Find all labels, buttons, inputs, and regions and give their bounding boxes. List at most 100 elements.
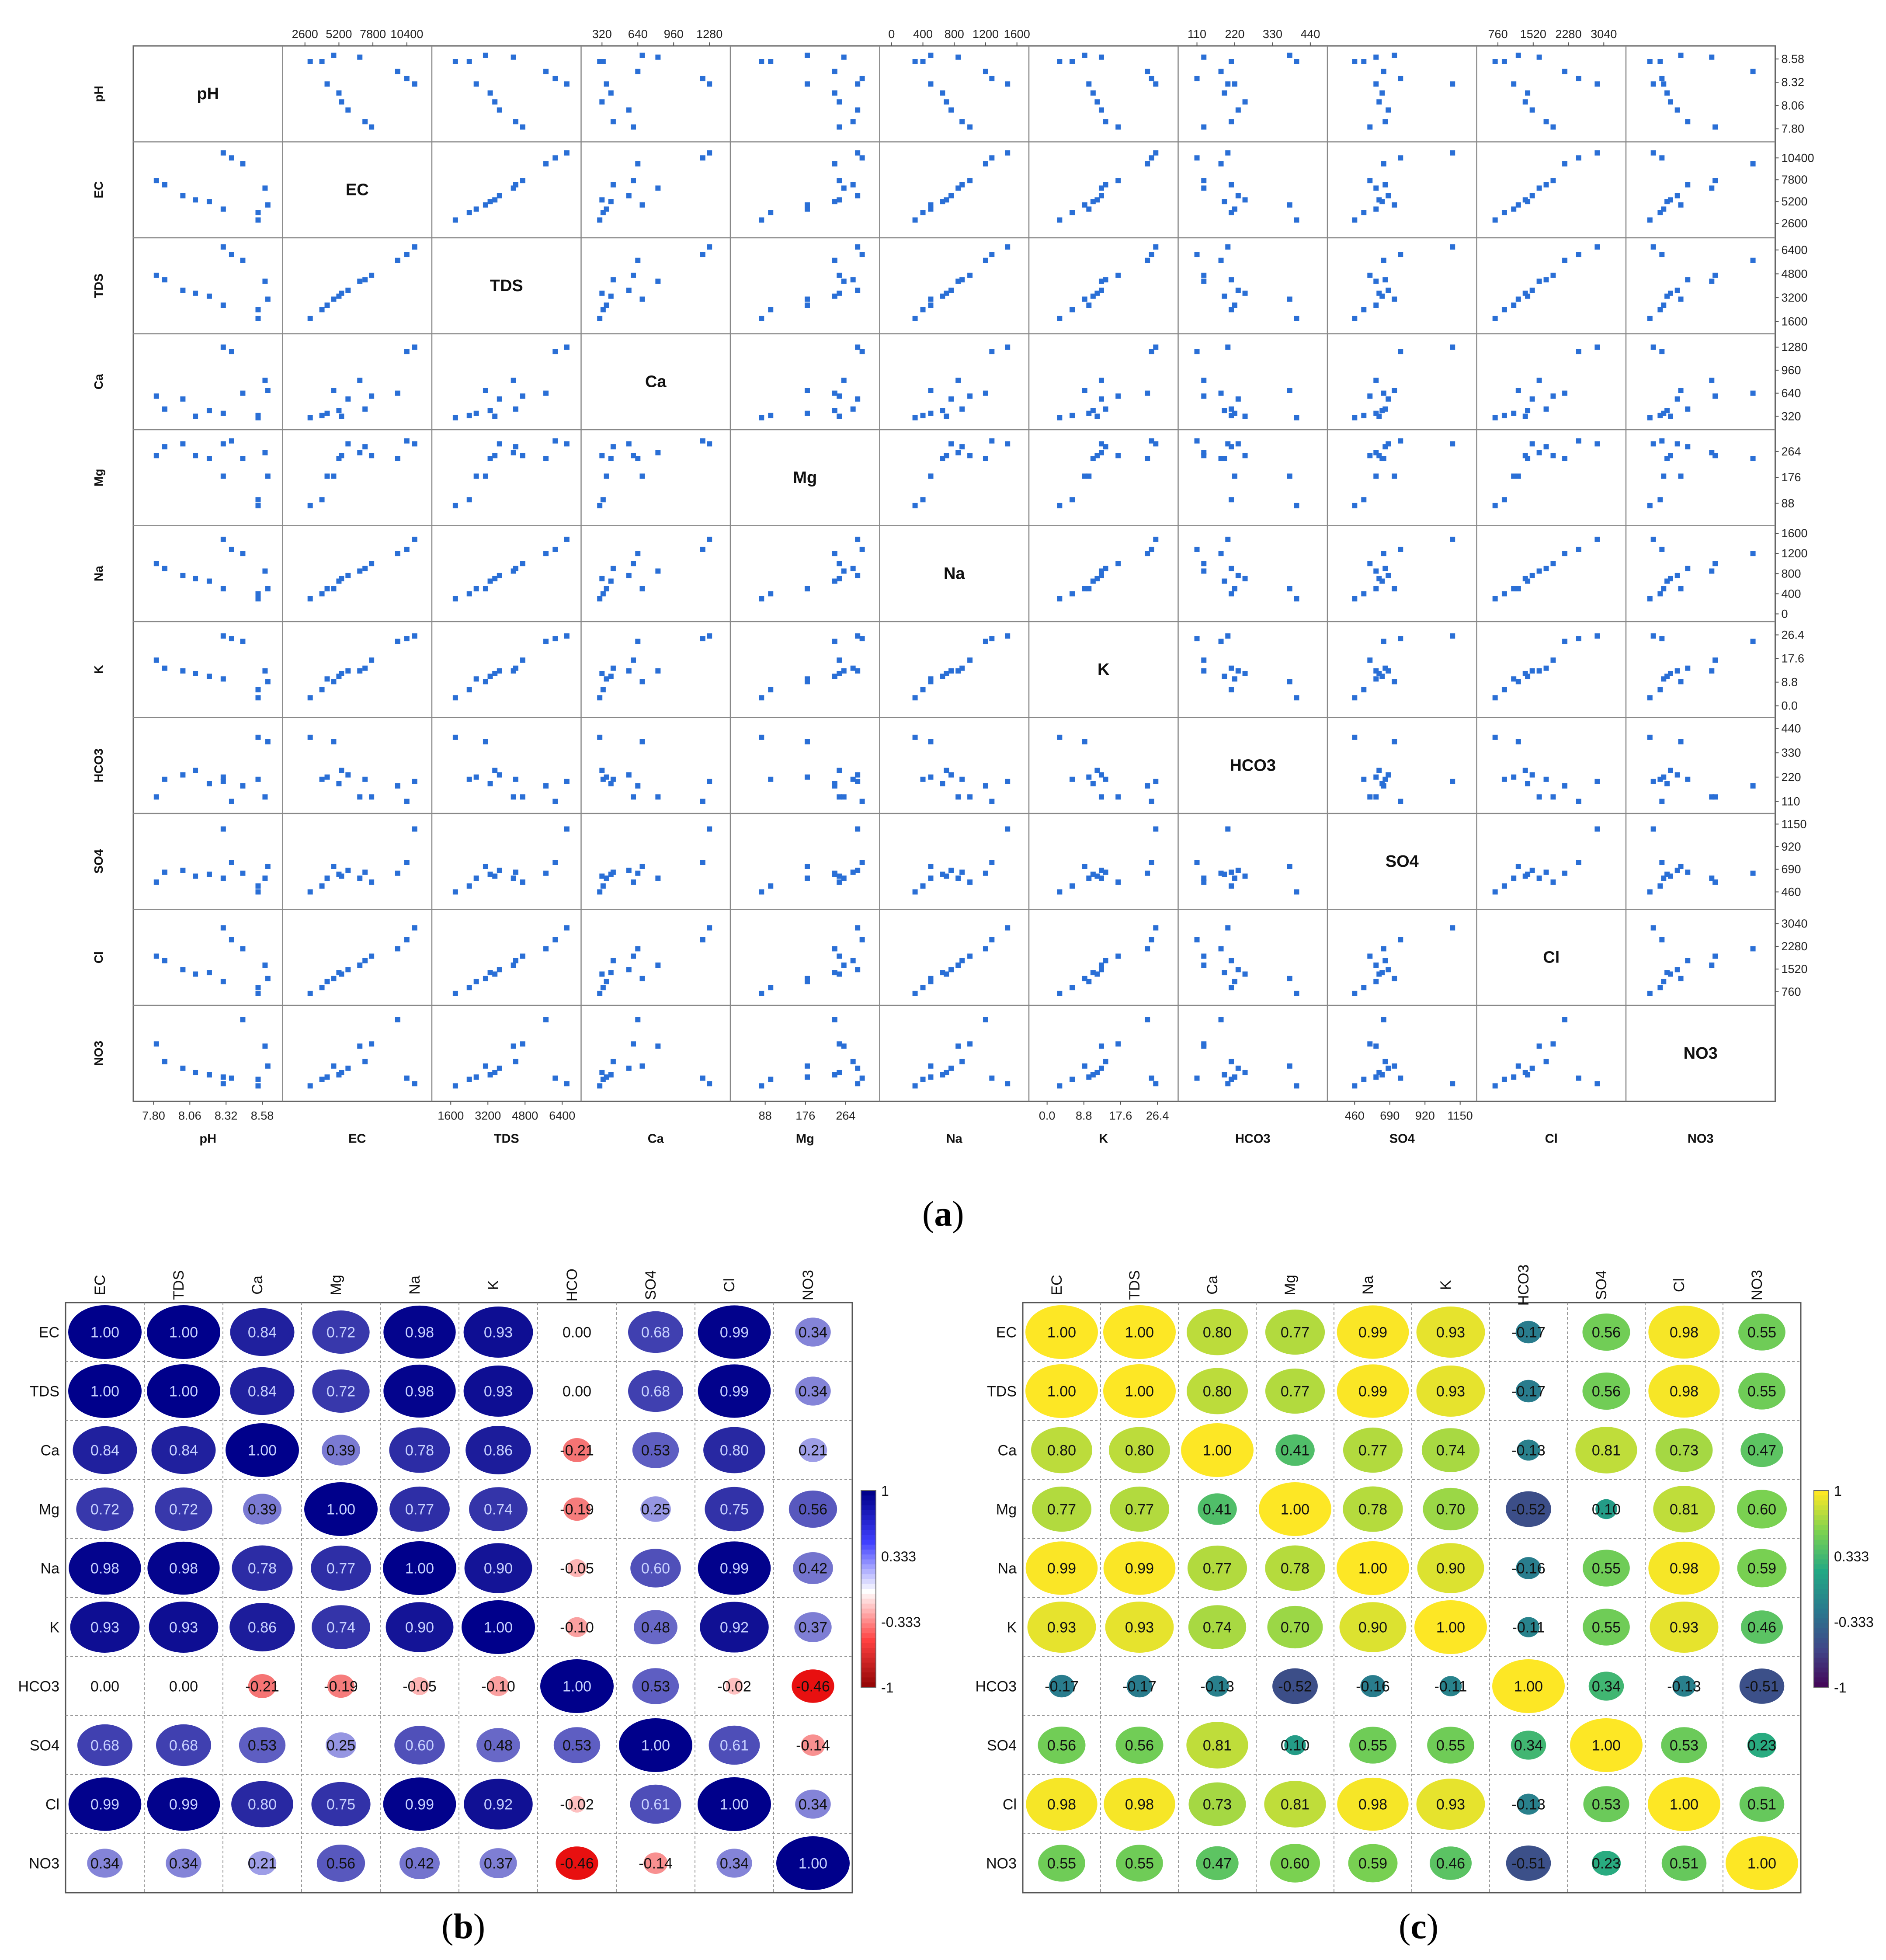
- corr-value-tds-no3: 0.34: [799, 1383, 827, 1400]
- corr-ellipse-no3-cl: [716, 1849, 752, 1878]
- point-ec-no3: [1712, 178, 1718, 184]
- point-ca-na: [989, 349, 995, 354]
- tick-right-ph: 8.58: [1782, 52, 1805, 66]
- point-k-no3: [1674, 668, 1680, 674]
- corr-value-na-so4: 0.55: [1592, 1560, 1621, 1577]
- point-no3-tds: [520, 1041, 525, 1047]
- corr-value-hco3-cl: -0.02: [717, 1679, 751, 1695]
- point-cl-na: [928, 976, 934, 981]
- corr-value-no3-na: 0.42: [405, 1856, 434, 1872]
- point-mg-k: [1082, 473, 1087, 479]
- corr-value-hco3-mg: -0.52: [1278, 1679, 1312, 1695]
- tick-bottom-mg: 264: [836, 1109, 855, 1122]
- point-cl-ec: [319, 985, 325, 990]
- corr-value-no3-hco3: -0.51: [1511, 1856, 1546, 1872]
- point-ec-mg: [768, 210, 774, 215]
- point-ph-mg: [837, 124, 842, 130]
- point-mg-ca: [604, 473, 609, 479]
- y-axis-label-ec: EC: [92, 181, 105, 198]
- row-label-ca: Ca: [41, 1442, 60, 1459]
- point-k-cl: [1576, 636, 1581, 642]
- point-mg-k: [1103, 444, 1108, 450]
- point-hco3-mg: [837, 768, 842, 773]
- corr-value-hco3-no3: -0.46: [796, 1679, 830, 1695]
- point-ec-tds: [466, 210, 472, 215]
- point-ec-tds: [452, 217, 458, 223]
- point-no3-ec: [307, 1083, 313, 1089]
- point-ph-hco3: [1201, 124, 1207, 130]
- corr-ellipse-ca-so4: [632, 1432, 679, 1468]
- point-k-so4: [1373, 676, 1379, 682]
- point-mg-cl: [1550, 453, 1556, 459]
- tick-right-tds: 3200: [1782, 291, 1808, 304]
- point-ph-cl: [1594, 81, 1600, 87]
- point-hco3-tds: [483, 739, 488, 744]
- point-so4-mg: [855, 826, 861, 832]
- corr-value-hco3-na: -0.05: [403, 1679, 437, 1695]
- point-no3-ca: [608, 1072, 614, 1078]
- point-ec-ph: [180, 193, 186, 198]
- point-ec-cl: [1492, 217, 1498, 223]
- corr-ellipse-mg-ca: [1198, 1493, 1237, 1525]
- point-so4-k: [1098, 867, 1104, 873]
- point-no3-tds: [564, 1081, 570, 1087]
- point-ca-so4: [1381, 390, 1386, 396]
- point-so4-ec: [331, 863, 337, 869]
- point-cl-ca: [635, 946, 641, 952]
- point-no3-tds: [466, 1077, 472, 1082]
- tick-top-ca: 1280: [696, 28, 722, 41]
- point-tds-na: [928, 296, 934, 302]
- point-na-mg: [759, 596, 764, 601]
- point-ph-so4: [1386, 107, 1391, 113]
- point-ph-ec: [324, 81, 330, 87]
- point-mg-no3: [1685, 444, 1691, 450]
- point-na-ca: [604, 586, 609, 591]
- point-tds-hco3: [1201, 272, 1207, 278]
- corr-value-tds-na: 0.99: [1358, 1383, 1387, 1400]
- point-ph-so4: [1352, 59, 1358, 64]
- point-cl-so4: [1386, 967, 1391, 973]
- point-na-ec: [357, 568, 363, 574]
- point-mg-cl: [1522, 453, 1528, 459]
- corr-value-so4-na: 0.60: [405, 1738, 434, 1754]
- point-na-ca: [599, 576, 605, 581]
- point-mg-so4: [1381, 456, 1386, 462]
- tick-right-hco3: 110: [1782, 795, 1800, 808]
- point-so4-ec: [307, 889, 313, 895]
- point-tds-hco3: [1242, 290, 1248, 296]
- point-no3-ph: [193, 1070, 198, 1075]
- point-hco3-mg: [804, 739, 810, 744]
- point-ph-tds: [473, 81, 479, 87]
- point-k-cl: [1594, 633, 1600, 639]
- point-cl-so4: [1382, 958, 1388, 963]
- corr-ellipse-mg-tds: [1109, 1486, 1170, 1532]
- point-hco3-so4: [1376, 768, 1382, 773]
- row-label-ec: EC: [39, 1324, 59, 1341]
- point-na-ec: [345, 573, 351, 578]
- point-cl-ph: [265, 976, 271, 981]
- point-so4-tds: [564, 826, 570, 832]
- point-ec-k: [1149, 155, 1154, 161]
- col-label-hco3: HCO3: [1515, 1265, 1532, 1306]
- corr-ellipse-na-mg: [1265, 1545, 1325, 1591]
- point-ca-no3: [1659, 349, 1665, 354]
- point-no3-tds: [552, 1075, 558, 1081]
- point-tds-na: [955, 278, 961, 284]
- point-ca-so4: [1367, 393, 1373, 399]
- tick-bottom-tds: 3200: [475, 1109, 501, 1122]
- corr-value-cl-k: 0.92: [484, 1797, 513, 1813]
- corr-value-no3-no3: 1.00: [1747, 1856, 1776, 1872]
- point-cl-ca: [599, 971, 605, 977]
- point-hco3-ec: [331, 739, 337, 744]
- point-ph-so4: [1398, 76, 1403, 81]
- point-hco3-na: [983, 783, 988, 789]
- point-na-hco3: [1201, 561, 1207, 566]
- point-tds-na: [967, 272, 973, 278]
- point-tds-mg: [804, 296, 810, 302]
- point-ca-k: [1098, 377, 1104, 383]
- corr-ellipse-so4-hco3: [553, 1727, 601, 1763]
- point-hco3-cl: [1525, 781, 1531, 786]
- point-no3-so4: [1373, 1074, 1379, 1080]
- point-tds-na: [1005, 244, 1011, 250]
- corr-value-na-mg: 0.77: [326, 1560, 355, 1577]
